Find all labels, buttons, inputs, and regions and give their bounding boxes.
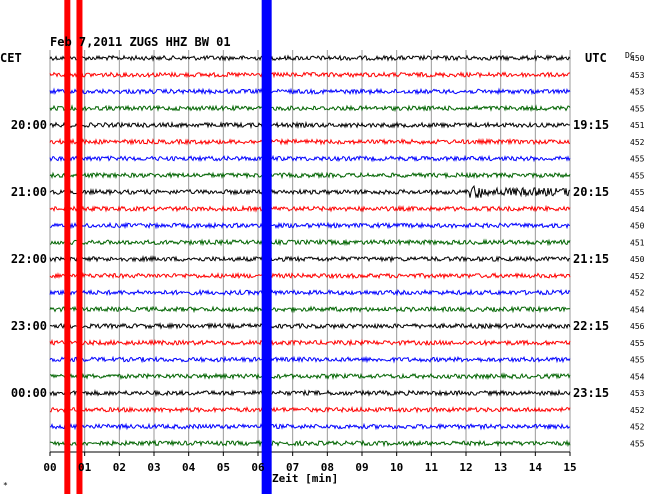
left-hour-label: 23:00 [11,319,47,333]
seismic-trace [49,238,571,247]
footnote-mark: * [3,481,8,490]
dc-offset-label: 452 [630,138,645,147]
dc-offset-label: 454 [630,205,645,214]
left-timezone-label: CET [0,51,22,65]
seismic-trace [49,288,571,297]
seismic-trace [49,439,571,448]
seismic-trace [49,204,571,213]
x-tick-label: 12 [459,461,472,474]
right-hour-label: 19:15 [573,118,609,132]
blue-marker-line [261,0,272,494]
seismic-trace [49,305,571,314]
x-tick-label: 02 [113,461,126,474]
seismic-trace [49,422,571,431]
seismic-trace [49,120,571,130]
dc-offset-label: 455 [630,339,645,348]
x-tick-label: 14 [529,461,543,474]
right-hour-label: 23:15 [573,386,609,400]
dc-offset-label: 455 [630,155,645,164]
dc-offset-label: 453 [630,389,645,398]
dc-offset-label: 450 [630,255,645,264]
left-hour-label: 22:00 [11,252,47,266]
x-tick-label: 15 [563,461,576,474]
left-hour-label: 21:00 [11,185,47,199]
red-marker-line [64,0,71,494]
right-hour-label: 22:15 [573,319,609,333]
seismic-trace [49,184,571,199]
dc-offset-label: 452 [630,272,645,281]
x-tick-label: 10 [390,461,403,474]
x-axis-title: Zeit [min] [272,472,338,485]
x-tick-label: 03 [147,461,160,474]
x-tick-label: 11 [425,461,439,474]
seismic-trace [49,322,571,331]
dc-offset-label: 452 [630,423,645,432]
dc-offset-label: 450 [630,54,645,63]
x-tick-label: 07 [286,461,299,474]
left-hour-label: 20:00 [11,118,47,132]
dc-offset-label: 451 [630,238,645,247]
x-tick-label: 08 [321,461,334,474]
seismic-trace [49,255,571,264]
seismic-trace [49,338,571,347]
seismic-trace [49,388,571,397]
x-tick-label: 13 [494,461,507,474]
dc-offset-label: 452 [630,289,645,298]
dc-offset-label: 454 [630,305,645,314]
x-tick-label: 01 [78,461,92,474]
dc-offset-label: 456 [630,322,645,331]
seismic-trace [49,104,571,113]
x-tick-label: 05 [217,461,230,474]
plot-title: Feb 7,2011 ZUGS HHZ BW 01 [50,35,231,49]
marker-group [64,0,272,494]
right-timezone-label: UTC [585,51,607,65]
x-tick-label: 09 [355,461,368,474]
red-marker-line [76,0,83,494]
x-tick-label: 06 [251,461,265,474]
seismic-trace [49,87,571,96]
dc-offset-label: 453 [630,88,645,97]
dc-offset-label: 455 [630,188,645,197]
trace-group [49,54,571,448]
right-hour-label: 21:15 [573,252,609,266]
left-hour-label: 00:00 [11,386,47,400]
seismic-trace [49,272,571,280]
dc-offset-label: 452 [630,406,645,415]
right-hour-label: 20:15 [573,185,609,199]
dc-offset-label: 455 [630,171,645,180]
seismic-trace [49,137,571,146]
label-group: 00 01 02 03 04 05 06 07 08 09 10 11 12 13 14 15 450 453 45… [11,54,645,474]
seismic-trace [49,154,571,163]
seismic-trace [49,405,571,414]
dc-offset-label: 455 [630,104,645,113]
x-tick-label: 00 [43,461,56,474]
dc-offset-label: 453 [630,71,645,80]
seismic-trace [49,70,570,79]
dc-offset-label: 451 [630,121,645,130]
dc-offset-label: 455 [630,356,645,365]
seismic-trace [49,372,571,381]
seismic-trace [49,171,571,180]
dc-offset-label: 450 [630,222,645,231]
time-grid [49,50,571,456]
seismic-trace [49,355,571,364]
dc-offset-label: 455 [630,439,645,448]
seismic-trace [50,221,571,230]
seismic-trace [49,54,571,62]
dc-label: DC [625,51,635,60]
x-tick-label: 04 [182,461,196,474]
dc-offset-label: 454 [630,372,645,381]
